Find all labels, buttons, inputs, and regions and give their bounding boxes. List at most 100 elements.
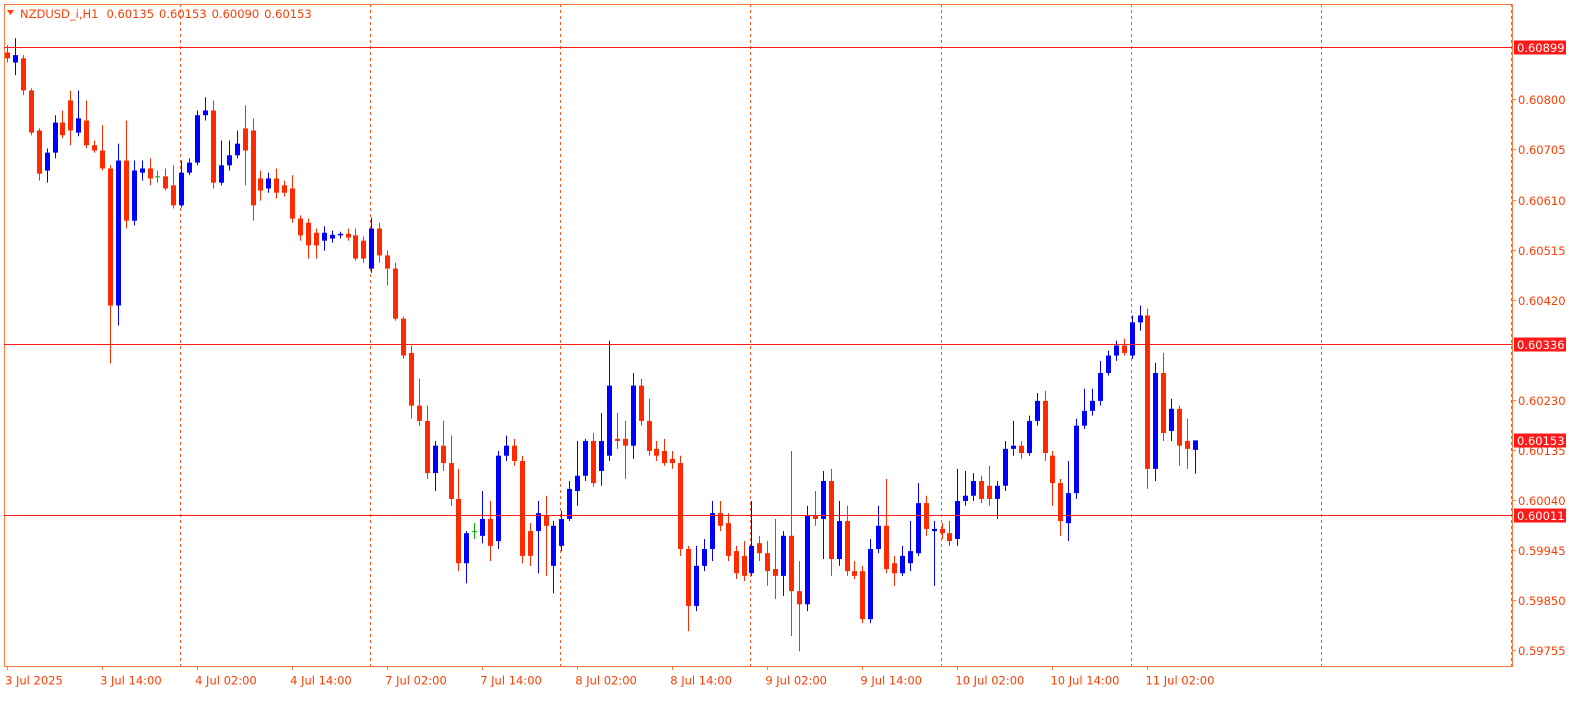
header-low: 0.60090 (212, 7, 260, 21)
candle-body (1058, 483, 1063, 522)
candle-body (892, 563, 897, 574)
x-tick-label: 4 Jul 14:00 (290, 674, 352, 688)
candle-body (1130, 322, 1135, 356)
candle-body (852, 571, 857, 576)
candle-body (559, 518, 564, 546)
candle-body (845, 521, 850, 572)
candle-body (1011, 445, 1016, 449)
candle-body (900, 555, 905, 574)
candle-body (163, 176, 168, 189)
candle-body (654, 448, 659, 456)
candle-body (520, 460, 525, 556)
candle-body (298, 218, 303, 236)
candle-body (908, 551, 913, 564)
candle-body (274, 178, 279, 193)
candle-body (924, 503, 929, 529)
candle-body (710, 513, 715, 549)
candle-body (1043, 400, 1048, 454)
header-arrow[interactable] (7, 10, 14, 15)
candle-body (749, 545, 754, 574)
candle-body (1003, 448, 1008, 486)
level-box (1514, 508, 1566, 523)
header-high: 0.60153 (159, 7, 207, 21)
candle-body (456, 498, 461, 564)
candle-body (1082, 410, 1087, 426)
candle-body (662, 450, 667, 464)
candle-body (551, 525, 556, 566)
candle-body (148, 168, 153, 179)
candle-body (385, 255, 390, 269)
symbol: NZDUSD_i,H1 (20, 7, 98, 21)
candle-body (916, 503, 921, 554)
candle-body (29, 90, 34, 133)
candle-body (1098, 372, 1103, 401)
candle-body (742, 555, 747, 576)
candle-body (1185, 440, 1190, 449)
candle-body (488, 518, 493, 546)
candle-body (21, 58, 26, 91)
candle-body (60, 122, 65, 136)
candle-body (53, 122, 58, 153)
candle-body (1066, 493, 1071, 524)
candle-body (1090, 400, 1095, 411)
candle-body (306, 222, 311, 246)
level-label: 0.60899 (1517, 41, 1565, 55)
candle-body (781, 535, 786, 576)
candle-body (1114, 345, 1119, 356)
y-tick-label: 0.59945 (1518, 544, 1566, 558)
candle-body (211, 110, 216, 183)
candle-body (583, 440, 588, 476)
level-box (1514, 337, 1566, 352)
candle-body (813, 515, 818, 519)
candle-body (219, 165, 224, 183)
candle-body (837, 521, 842, 560)
candle-body (876, 525, 881, 549)
candle-body (987, 485, 992, 499)
candle-body (1027, 420, 1032, 454)
x-tick-label: 9 Jul 02:00 (765, 674, 827, 688)
candle-body (480, 518, 485, 536)
y-tick-label: 0.60515 (1518, 244, 1566, 258)
candle-body (544, 515, 549, 526)
candle-body (124, 160, 129, 221)
candle-body (314, 232, 319, 246)
x-tick-label: 3 Jul 2025 (5, 674, 63, 688)
candle-body (171, 185, 176, 206)
candle-body (678, 463, 683, 549)
candle-body (670, 458, 675, 464)
candle-body (140, 168, 145, 173)
candle-body (567, 488, 572, 519)
candle-body (1145, 315, 1150, 469)
candle-body (694, 565, 699, 606)
candle-body (512, 445, 517, 461)
candle-body (338, 233, 343, 236)
candle-body (528, 531, 533, 556)
candle-body (1177, 408, 1182, 446)
candle-body (155, 176, 160, 178)
candle-body (251, 130, 256, 206)
x-tick-label: 3 Jul 14:00 (100, 674, 162, 688)
x-tick-label: 4 Jul 02:00 (195, 674, 257, 688)
level-label: 0.60011 (1517, 509, 1565, 523)
candle-body (203, 110, 208, 116)
candle-body (1161, 372, 1166, 434)
candle-body (702, 548, 707, 566)
candle-body (1193, 440, 1198, 450)
y-tick-label: 0.60800 (1518, 93, 1566, 107)
candle-body (187, 162, 192, 173)
candle-body (940, 528, 945, 534)
candle-body (1106, 355, 1111, 373)
candle-body (464, 533, 469, 564)
candle-body (805, 515, 810, 605)
candle-body (496, 455, 501, 542)
candle-body (401, 318, 406, 356)
candle-body (884, 525, 889, 570)
candle-body (591, 440, 596, 484)
candle-body (631, 385, 636, 446)
header-close: 0.60153 (264, 7, 312, 21)
y-tick-label: 0.60230 (1518, 394, 1566, 408)
candle-body (92, 145, 97, 151)
header-open: 0.60135 (106, 7, 154, 21)
candle-body (290, 188, 295, 219)
candle-body (979, 480, 984, 499)
